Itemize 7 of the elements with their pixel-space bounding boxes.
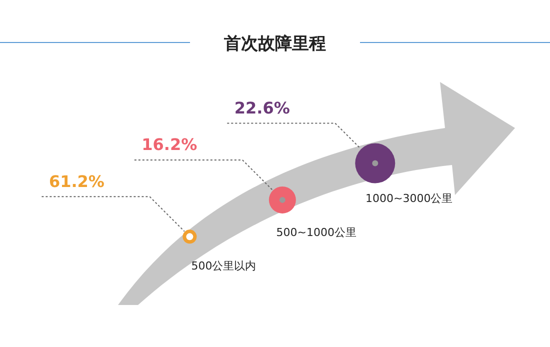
category-label: 1000~3000公里	[366, 192, 453, 206]
category-label: 500~1000公里	[276, 226, 357, 239]
text: 首次故障里程	[223, 33, 327, 55]
data-label: 16.2%	[142, 135, 198, 154]
data-label: 61.2%	[48, 172, 104, 191]
data-label: 22.6%	[234, 98, 290, 118]
category-label: 500公里以内	[191, 260, 256, 273]
